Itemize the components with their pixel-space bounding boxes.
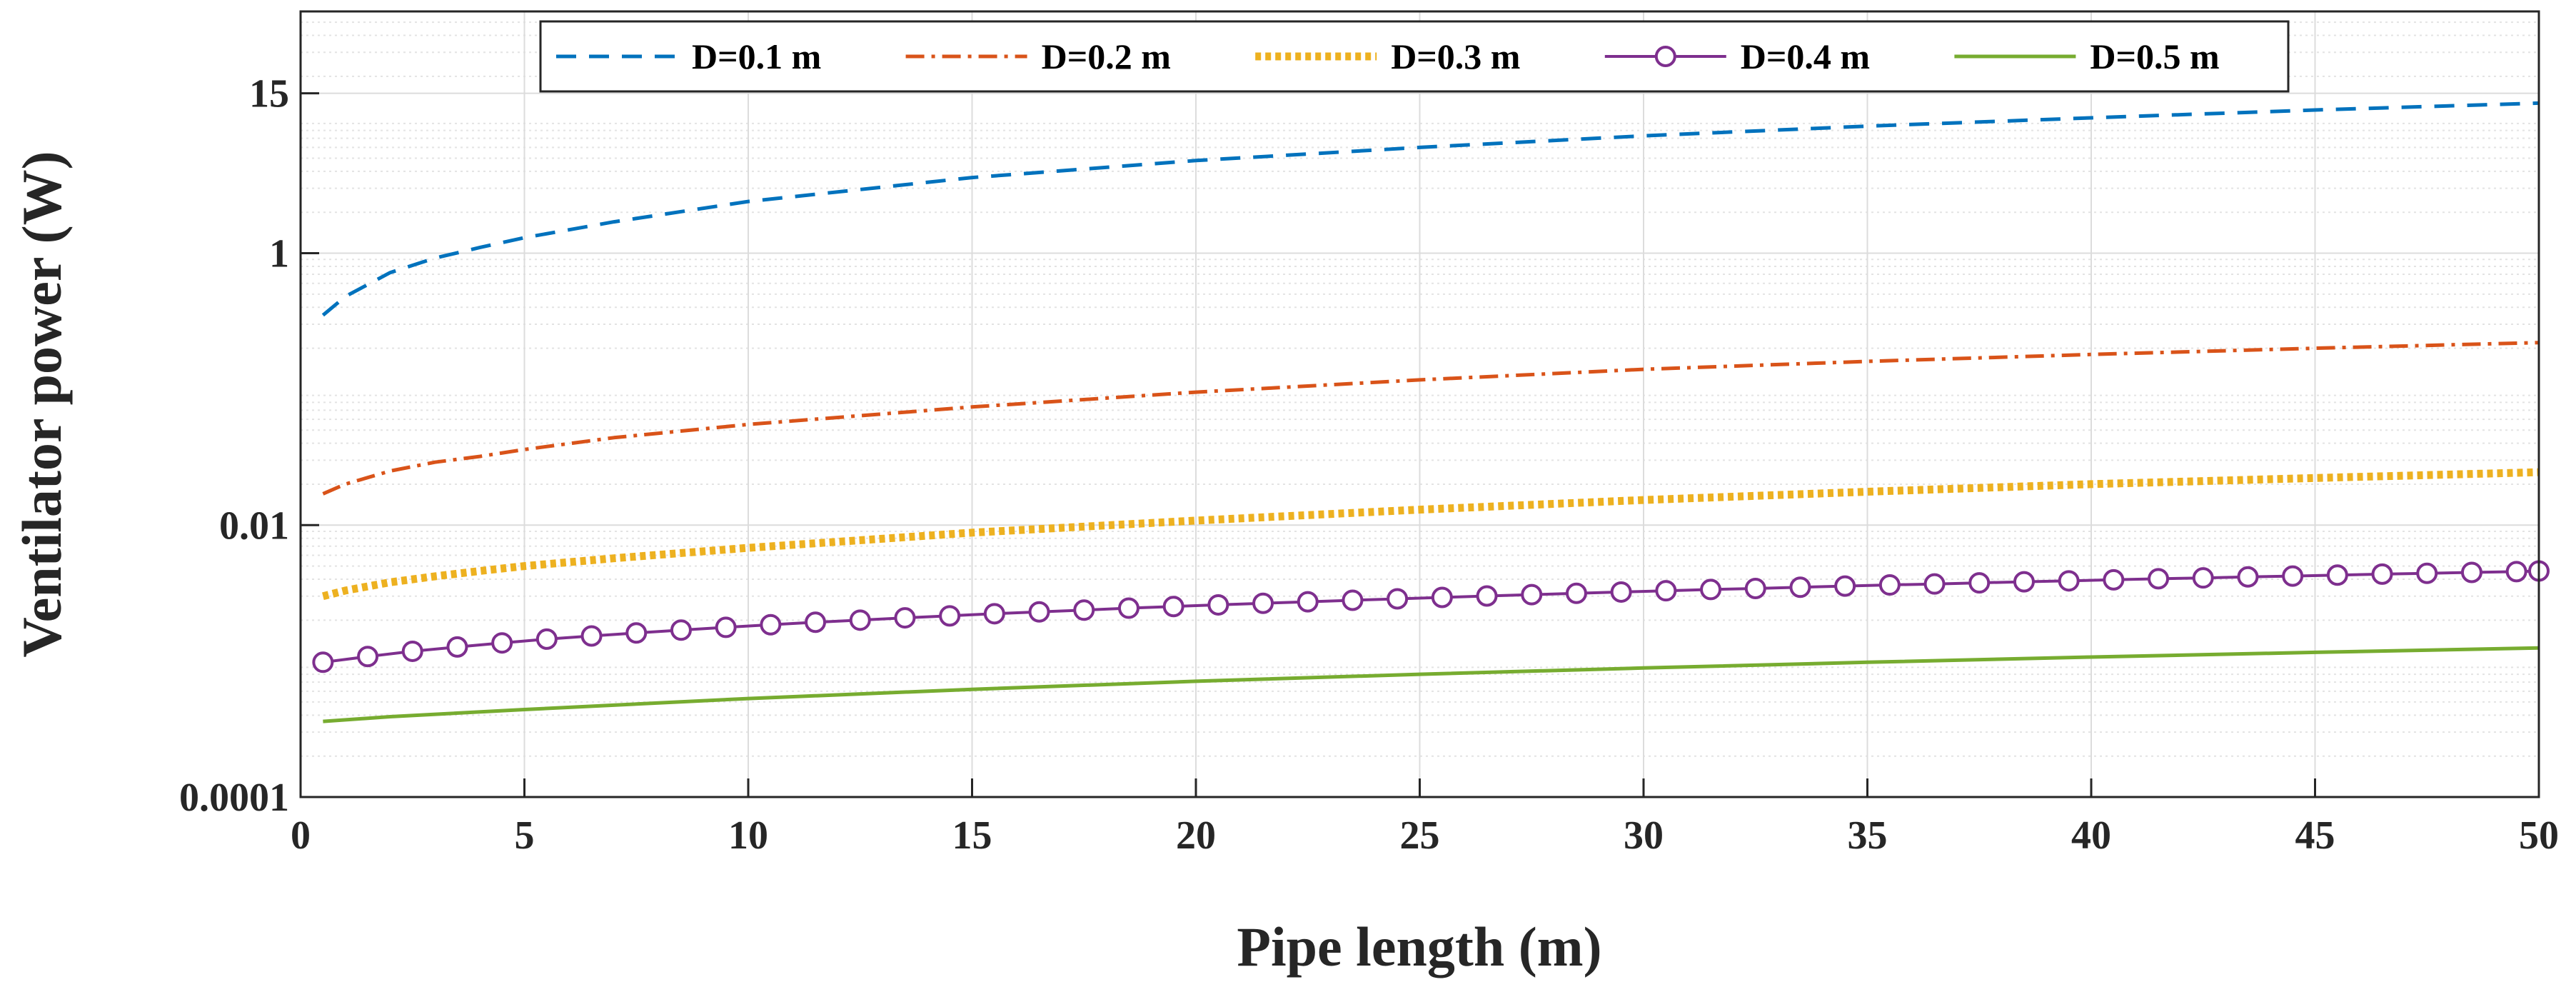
- series-marker: [1923, 573, 1946, 595]
- series-marker: [849, 609, 871, 631]
- legend: D=0.1 m D=0.2 m D=0.3 m D=0.4 m D=0.5 m: [539, 20, 2290, 93]
- series-marker: [805, 611, 827, 633]
- x-tick-label: 30: [1624, 813, 1664, 858]
- series-marker: [2505, 561, 2527, 583]
- series-marker: [894, 607, 916, 629]
- series-marker: [401, 640, 423, 662]
- legend-label: D=0.4 m: [1741, 36, 1870, 76]
- series-marker: [2148, 568, 2170, 590]
- x-tick-label: 50: [2519, 813, 2559, 858]
- series-marker: [580, 625, 603, 647]
- y-axis-title: Ventilator power (W): [11, 151, 73, 657]
- legend-label: D=0.3 m: [1391, 36, 1520, 76]
- series-marker: [2282, 565, 2304, 587]
- legend-label: D=0.5 m: [2090, 36, 2219, 76]
- series-marker: [2192, 567, 2214, 589]
- x-tick-label: 45: [2295, 813, 2335, 858]
- x-tick-label: 5: [515, 813, 535, 858]
- legend-label: D=0.1 m: [692, 36, 821, 76]
- series-marker: [1117, 597, 1139, 619]
- series-marker: [1700, 578, 1722, 601]
- legend-label: D=0.2 m: [1042, 36, 1171, 76]
- series-line-5: [323, 646, 2540, 723]
- series-marker: [2326, 564, 2348, 586]
- series-marker: [983, 603, 1005, 625]
- y-tick-label: 0.0001: [179, 776, 289, 820]
- legend-marker: [1654, 46, 1676, 67]
- series-marker: [1744, 577, 1766, 599]
- series-line-2: [322, 341, 2540, 496]
- series-marker: [446, 636, 468, 658]
- series-marker: [1610, 581, 1632, 603]
- series-marker: [1207, 593, 1229, 616]
- x-tick-label: 15: [952, 813, 992, 858]
- x-tick-label: 20: [1176, 813, 1216, 858]
- x-tick-label: 10: [728, 813, 768, 858]
- series-marker: [1252, 592, 1274, 614]
- y-tick-label: 15: [249, 72, 289, 116]
- series-marker: [1162, 596, 1184, 618]
- series-marker: [1431, 586, 1453, 608]
- x-tick-label: 25: [1400, 813, 1440, 858]
- series-marker: [1521, 583, 1543, 606]
- y-tick-label: 0.01: [219, 503, 289, 548]
- x-tick-label: 40: [2071, 813, 2111, 858]
- series-marker: [1968, 572, 1991, 594]
- series-marker: [1073, 599, 1095, 621]
- series-marker: [1342, 589, 1364, 611]
- series-marker: [2371, 563, 2393, 585]
- series-line-1: [321, 101, 2540, 317]
- series-marker: [1028, 601, 1050, 623]
- series-marker: [670, 619, 692, 641]
- series-marker: [2058, 570, 2080, 592]
- x-tick-label: 35: [1848, 813, 1888, 858]
- y-tick-label: 1: [269, 232, 289, 276]
- series-marker: [1387, 588, 1409, 610]
- series-marker: [2103, 568, 2125, 591]
- series-marker: [1789, 576, 1811, 598]
- series-marker: [2460, 561, 2482, 583]
- series-marker: [1297, 591, 1319, 613]
- x-tick-label: 0: [291, 813, 311, 858]
- series-marker: [1878, 574, 1901, 596]
- series-marker: [760, 613, 782, 636]
- series-marker: [1565, 582, 1587, 604]
- series-marker: [715, 616, 737, 638]
- series-marker: [357, 646, 379, 668]
- x-axis-title: Pipe length (m): [1237, 916, 1601, 978]
- series-marker: [1476, 585, 1498, 607]
- series-marker: [2237, 566, 2259, 588]
- series-group: [312, 101, 2550, 723]
- series-marker: [625, 622, 648, 644]
- series-marker: [939, 605, 961, 627]
- series-marker: [312, 651, 334, 673]
- axis-ticks: 0 5 10 15 20 25 30 35 40 45 50 0.0001 0.01 1 15: [179, 72, 2559, 858]
- series-marker: [1655, 580, 1677, 602]
- series-marker: [491, 632, 513, 654]
- series-marker: [2416, 562, 2438, 584]
- series-line-3: [322, 468, 2540, 601]
- series-marker: [1834, 575, 1856, 597]
- series-marker: [2013, 571, 2035, 593]
- series-marker: [535, 628, 558, 650]
